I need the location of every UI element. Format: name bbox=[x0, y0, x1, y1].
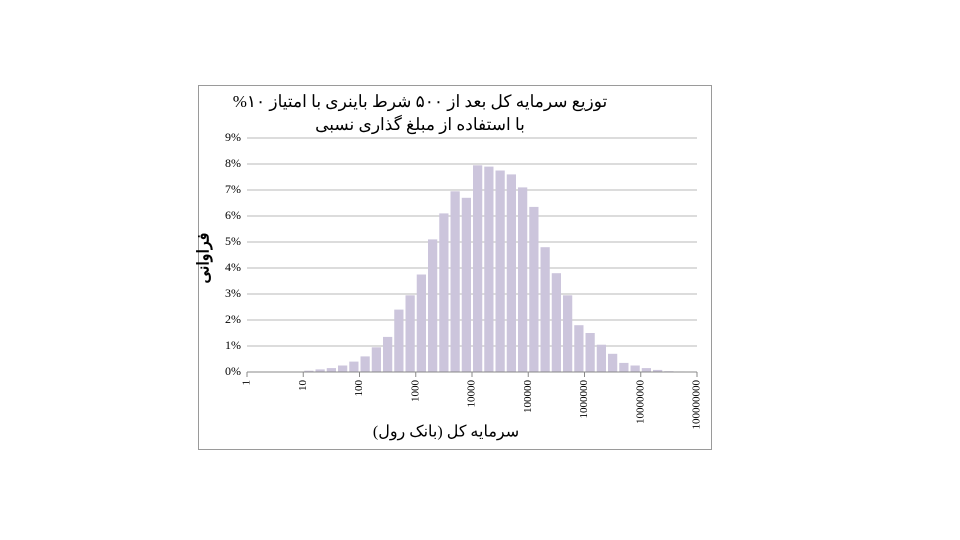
bar bbox=[529, 206, 539, 372]
x-tick-label: 100000000 bbox=[691, 380, 703, 430]
bar bbox=[337, 365, 348, 372]
bar bbox=[484, 166, 494, 372]
bar bbox=[551, 273, 561, 372]
y-tick-label: 9% bbox=[225, 130, 241, 144]
bar bbox=[473, 165, 483, 372]
bar bbox=[608, 353, 618, 372]
bar bbox=[641, 368, 652, 372]
y-tick-label: 6% bbox=[225, 208, 241, 222]
x-axis-label: سرمایه کل (بانک رول) bbox=[373, 424, 519, 441]
bar bbox=[585, 333, 595, 372]
bar bbox=[619, 362, 629, 372]
y-tick-label: 3% bbox=[225, 286, 241, 300]
bar bbox=[383, 336, 393, 372]
bar bbox=[439, 213, 449, 372]
bar bbox=[630, 365, 640, 372]
bar bbox=[304, 370, 314, 372]
y-tick-label: 2% bbox=[225, 312, 241, 326]
x-tick-label: 1000000 bbox=[578, 380, 590, 419]
x-tick-label: 100 bbox=[353, 380, 365, 397]
bar bbox=[461, 197, 471, 372]
bar bbox=[416, 274, 427, 372]
chart-title: توزیع سرمایه کل بعد از ۵۰۰ شرط باینری با… bbox=[233, 92, 608, 112]
bar bbox=[540, 247, 550, 372]
chart-subtitle: با استفاده از مبلغ گذاری نسبی bbox=[315, 114, 525, 135]
x-tick-label: 10 bbox=[297, 380, 309, 392]
bar bbox=[450, 191, 460, 372]
y-tick-label: 0% bbox=[225, 364, 241, 378]
bar bbox=[596, 344, 607, 372]
y-tick-label: 7% bbox=[225, 182, 241, 196]
bar bbox=[371, 347, 382, 372]
bar bbox=[562, 295, 573, 372]
bar bbox=[506, 174, 517, 372]
bar bbox=[518, 187, 528, 372]
y-tick-label: 1% bbox=[225, 338, 241, 352]
bar bbox=[428, 239, 438, 372]
y-tick-label: 8% bbox=[225, 156, 241, 170]
y-axis-label: فراوانی bbox=[196, 233, 214, 284]
bar bbox=[495, 170, 505, 372]
x-tick-label: 1000 bbox=[409, 380, 421, 403]
y-tick-label: 4% bbox=[225, 260, 241, 274]
bar bbox=[360, 356, 370, 372]
x-tick-label: 10000000 bbox=[634, 380, 646, 425]
bar bbox=[574, 325, 584, 372]
y-tick-label: 5% bbox=[225, 234, 241, 248]
bar bbox=[326, 368, 336, 372]
x-tick-label: 1 bbox=[241, 380, 253, 386]
bar bbox=[349, 361, 359, 372]
bar bbox=[653, 369, 663, 372]
bar bbox=[315, 369, 325, 372]
bar bbox=[394, 309, 404, 372]
x-tick-label: 10000 bbox=[466, 380, 478, 408]
bar bbox=[405, 295, 415, 372]
x-tick-label: 100000 bbox=[522, 380, 534, 414]
